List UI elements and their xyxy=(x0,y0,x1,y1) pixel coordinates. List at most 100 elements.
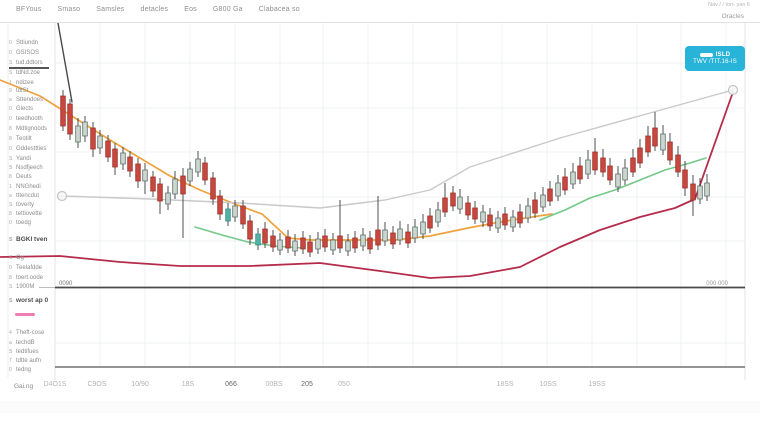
badge-pill-icon xyxy=(699,52,713,58)
candle xyxy=(292,240,298,252)
badge-symbol: ISLD xyxy=(715,52,731,58)
menu-item[interactable]: Samsles xyxy=(96,6,125,13)
candle xyxy=(555,182,561,197)
candle xyxy=(704,182,710,197)
candle xyxy=(60,95,66,127)
time-axis-tick: 10/90 xyxy=(131,381,149,388)
candle xyxy=(675,154,681,173)
candle xyxy=(630,157,636,173)
price-flag-badge[interactable]: ISLD TWV /TIT.16-IS xyxy=(685,46,745,71)
candle xyxy=(502,213,508,226)
candle xyxy=(240,205,246,225)
candle xyxy=(262,228,268,244)
candle xyxy=(142,169,148,182)
menu-item[interactable]: detacles xyxy=(140,6,169,13)
candle xyxy=(105,140,111,158)
candle xyxy=(697,185,703,200)
candle xyxy=(180,175,186,195)
candle xyxy=(690,183,696,201)
candle xyxy=(547,188,553,202)
candle xyxy=(390,232,396,245)
badge-row: ISLD xyxy=(699,52,731,58)
candle xyxy=(82,121,88,137)
candle xyxy=(225,208,231,222)
candle xyxy=(427,215,433,229)
candle xyxy=(637,147,643,164)
badge-value: TWV /TIT.16-IS xyxy=(693,59,737,65)
candle xyxy=(270,235,276,248)
candle xyxy=(495,217,501,229)
menu-item[interactable]: Eos xyxy=(184,6,197,13)
candle xyxy=(187,168,193,182)
candle xyxy=(405,231,411,244)
candle xyxy=(585,159,591,175)
time-axis-tick: C9OS xyxy=(87,381,107,388)
candle xyxy=(322,235,328,248)
time-axis-corner-label: Gai.ng xyxy=(14,383,34,390)
candle xyxy=(127,156,133,172)
line-handle[interactable] xyxy=(56,190,68,202)
candle xyxy=(442,197,448,213)
candle xyxy=(645,135,651,153)
candle xyxy=(315,238,321,250)
corner-label: Oracles xyxy=(721,13,744,20)
menu-item[interactable]: G800 Ga xyxy=(212,6,243,13)
candle xyxy=(247,220,253,240)
candle xyxy=(97,135,103,149)
candle xyxy=(75,125,81,143)
candle xyxy=(352,237,358,249)
menu-item[interactable]: Smaso xyxy=(57,6,81,13)
candle xyxy=(135,163,141,182)
orange-ma xyxy=(0,79,553,241)
time-axis-tick: 205 xyxy=(301,381,313,388)
candle xyxy=(67,103,73,135)
candle xyxy=(172,178,178,195)
candle xyxy=(397,228,403,241)
candle xyxy=(420,221,426,235)
green-ma-right xyxy=(539,157,707,221)
candle xyxy=(90,127,96,150)
candle xyxy=(337,235,343,249)
candle xyxy=(217,195,223,215)
candle xyxy=(622,167,628,181)
candle xyxy=(367,237,373,250)
candle xyxy=(472,207,478,220)
candle xyxy=(465,202,471,216)
candle xyxy=(487,214,493,227)
time-axis-tick: 00BS xyxy=(265,381,283,388)
candle xyxy=(615,173,621,188)
crimson-ma xyxy=(0,91,734,279)
candle xyxy=(570,171,576,185)
candle xyxy=(112,148,118,168)
menu-item[interactable]: Clabacea so xyxy=(258,6,300,13)
candle xyxy=(255,233,261,246)
time-axis-tick: D4O1S xyxy=(43,381,67,388)
candle xyxy=(375,229,381,246)
candle xyxy=(202,162,208,181)
candle xyxy=(480,211,486,223)
candle xyxy=(150,176,156,192)
candle xyxy=(382,229,388,242)
breadcrumb: Nav / / ton- yan 6 xyxy=(708,2,750,8)
menu-item[interactable]: BFYous xyxy=(16,6,42,13)
candle xyxy=(660,133,666,151)
bottom-strip xyxy=(0,401,760,413)
gray-trendline xyxy=(61,89,734,209)
time-axis-tick: 10SS xyxy=(539,381,557,388)
candle xyxy=(667,141,673,161)
candle xyxy=(435,209,441,223)
candle xyxy=(577,165,583,180)
candle xyxy=(457,196,463,210)
indicator-color-swatch xyxy=(15,313,35,316)
candle xyxy=(210,177,216,200)
candle xyxy=(592,151,598,171)
price-rule-label-right: 000 000 xyxy=(706,281,728,287)
candle xyxy=(607,165,613,181)
green-ma-left xyxy=(194,226,303,249)
line-handle[interactable] xyxy=(727,84,739,96)
candle xyxy=(157,183,163,202)
menu-bar: BFYous Smaso Samsles detacles Eos G800 Ga Clab… xyxy=(0,0,760,23)
candle xyxy=(562,176,568,191)
candle xyxy=(540,194,546,208)
